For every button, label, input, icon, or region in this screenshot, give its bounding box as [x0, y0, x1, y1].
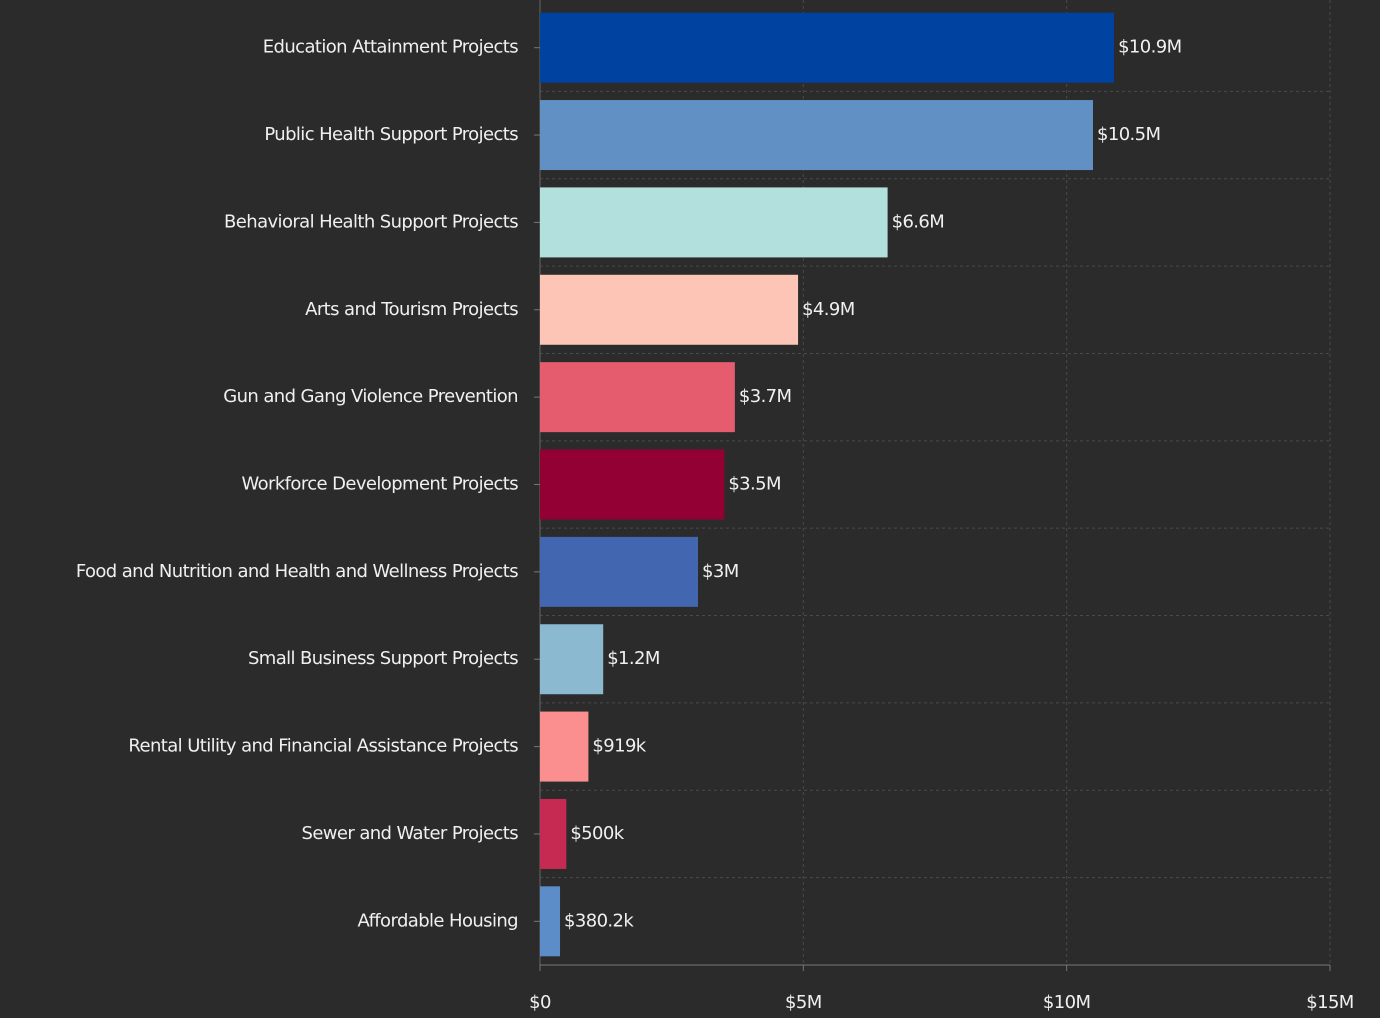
- value-label: $380.2k: [564, 910, 634, 931]
- y-tick-label: Small Business Support Projects: [248, 648, 518, 669]
- value-label: $4.9M: [802, 299, 855, 320]
- y-tick-label: Affordable Housing: [358, 910, 519, 931]
- value-label: $6.6M: [892, 211, 945, 232]
- x-tick-label: $15M: [1306, 992, 1354, 1013]
- value-label: $10.5M: [1097, 124, 1160, 145]
- bar: [540, 274, 799, 345]
- x-tick-label: $0: [529, 992, 551, 1013]
- value-label: $919k: [592, 736, 646, 757]
- y-tick-label: Arts and Tourism Projects: [305, 299, 518, 320]
- y-tick-label: Behavioral Health Support Projects: [224, 211, 518, 232]
- y-tick-label: Education Attainment Projects: [263, 37, 518, 58]
- bar: [540, 536, 698, 607]
- bar: [540, 362, 735, 433]
- bar: [540, 624, 604, 695]
- bar: [540, 449, 725, 520]
- y-tick-label: Rental Utility and Financial Assistance …: [128, 736, 518, 757]
- x-tick-label: $10M: [1043, 992, 1091, 1013]
- value-label: $1.2M: [607, 648, 660, 669]
- y-tick-label: Food and Nutrition and Health and Wellne…: [76, 561, 518, 582]
- value-label: $3M: [702, 561, 739, 582]
- value-label: $10.9M: [1118, 37, 1181, 58]
- bar: [540, 12, 1115, 83]
- bar: [540, 711, 589, 782]
- value-label: $3.5M: [728, 474, 781, 495]
- x-tick-label: $5M: [785, 992, 822, 1013]
- y-tick-label: Public Health Support Projects: [264, 124, 518, 145]
- y-tick-label: Sewer and Water Projects: [302, 823, 519, 844]
- y-tick-label: Gun and Gang Violence Prevention: [223, 386, 518, 407]
- y-tick-label: Workforce Development Projects: [242, 474, 519, 495]
- bar: [540, 798, 567, 869]
- bar: [540, 187, 888, 258]
- bar: [540, 886, 561, 957]
- bar: [540, 100, 1093, 171]
- value-label: $3.7M: [739, 386, 792, 407]
- value-label: $500k: [570, 823, 624, 844]
